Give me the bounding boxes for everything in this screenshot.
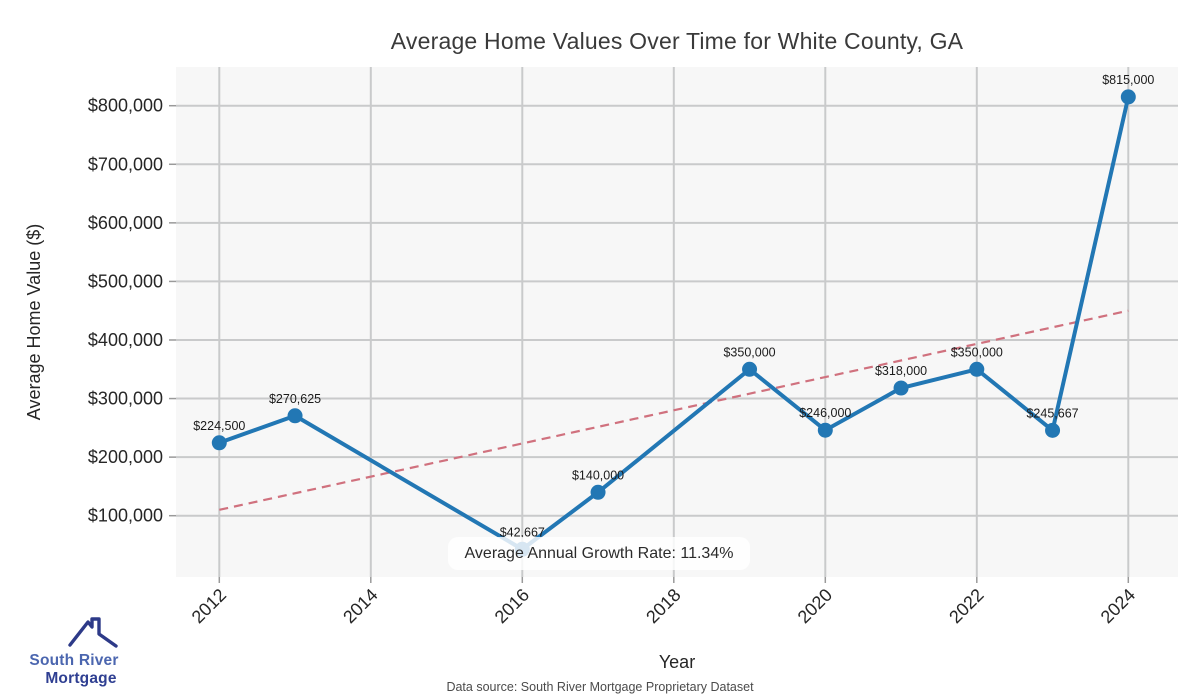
svg-text:$700,000: $700,000 xyxy=(88,154,163,174)
svg-text:$600,000: $600,000 xyxy=(88,213,163,233)
svg-text:$42,667: $42,667 xyxy=(500,525,545,539)
svg-text:2020: 2020 xyxy=(794,585,836,627)
svg-text:$318,000: $318,000 xyxy=(875,364,927,378)
svg-text:2014: 2014 xyxy=(339,585,381,627)
svg-text:$500,000: $500,000 xyxy=(88,271,163,291)
svg-text:$245,667: $245,667 xyxy=(1026,406,1078,420)
svg-text:$300,000: $300,000 xyxy=(88,389,163,409)
svg-text:$350,000: $350,000 xyxy=(723,345,775,359)
svg-text:Average Home Value ($): Average Home Value ($) xyxy=(24,224,44,420)
svg-text:2012: 2012 xyxy=(188,585,230,627)
logo-text-south-river: South River xyxy=(29,652,119,669)
svg-text:$224,500: $224,500 xyxy=(193,419,245,433)
svg-text:$270,625: $270,625 xyxy=(269,392,321,406)
svg-text:$350,000: $350,000 xyxy=(951,345,1003,359)
svg-text:$200,000: $200,000 xyxy=(88,447,163,467)
svg-text:$246,000: $246,000 xyxy=(799,406,851,420)
svg-text:$400,000: $400,000 xyxy=(88,330,163,350)
svg-text:Year: Year xyxy=(659,652,695,672)
svg-text:$100,000: $100,000 xyxy=(88,506,163,526)
svg-text:$815,000: $815,000 xyxy=(1102,73,1154,87)
svg-text:2018: 2018 xyxy=(642,585,684,627)
south-river-mortgage-logo: South River Mortgage xyxy=(18,612,130,688)
svg-text:2022: 2022 xyxy=(945,585,987,627)
logo-text-mortgage: Mortgage xyxy=(45,670,117,687)
chart-title: Average Home Values Over Time for White … xyxy=(390,28,964,54)
svg-text:$800,000: $800,000 xyxy=(88,96,163,116)
svg-text:$140,000: $140,000 xyxy=(572,468,624,482)
svg-text:2016: 2016 xyxy=(491,585,533,627)
house-roof-icon xyxy=(68,617,118,648)
growth-rate-annotation: Average Annual Growth Rate: 11.34% xyxy=(448,537,750,570)
data-source-note: Data source: South River Mortgage Propri… xyxy=(446,680,754,694)
svg-text:2024: 2024 xyxy=(1097,585,1139,627)
